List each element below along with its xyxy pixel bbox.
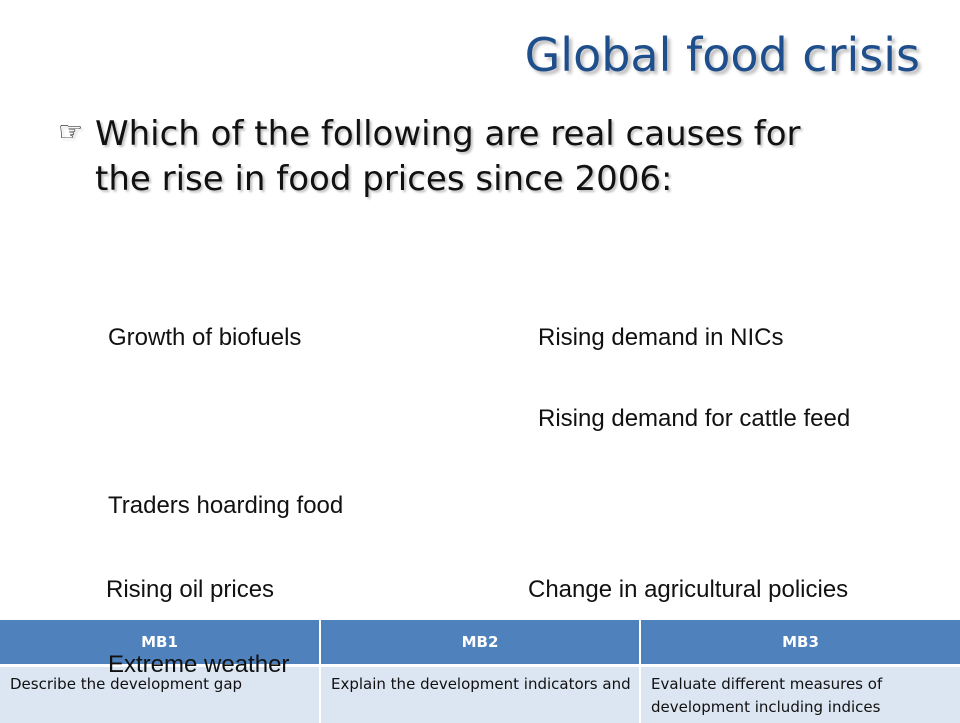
cell-mb3: Evaluate different measures of developme… [640, 666, 960, 723]
option-rising-demand-nics: Rising demand in NICs [538, 326, 783, 350]
option-change-agricultural-policies: Change in agricultural policies [528, 578, 848, 602]
option-rising-oil-prices: Rising oil prices [106, 578, 274, 602]
cell-mb3-text: Evaluate different measures of developme… [651, 673, 952, 717]
cell-mb1-text: Describe the development gap [10, 673, 311, 717]
option-extreme-weather: Extreme weather [108, 653, 289, 677]
cell-mb2-text: Explain the development indicators and [331, 673, 631, 717]
header-mb2: MB2 [320, 620, 640, 666]
question-label: Which of the following are real causes f… [95, 114, 801, 199]
pointing-hand-icon: ☞ [58, 113, 95, 150]
option-growth-of-biofuels: Growth of biofuels [108, 326, 301, 350]
question-text: ☞Which of the following are real causes … [58, 112, 855, 202]
header-mb3: MB3 [640, 620, 960, 666]
option-traders-hoarding-food: Traders hoarding food [108, 494, 343, 518]
option-rising-demand-cattle-feed: Rising demand for cattle feed [538, 407, 850, 431]
slide-title: Global food crisis [380, 30, 920, 81]
cell-mb2: Explain the development indicators and [320, 666, 640, 723]
